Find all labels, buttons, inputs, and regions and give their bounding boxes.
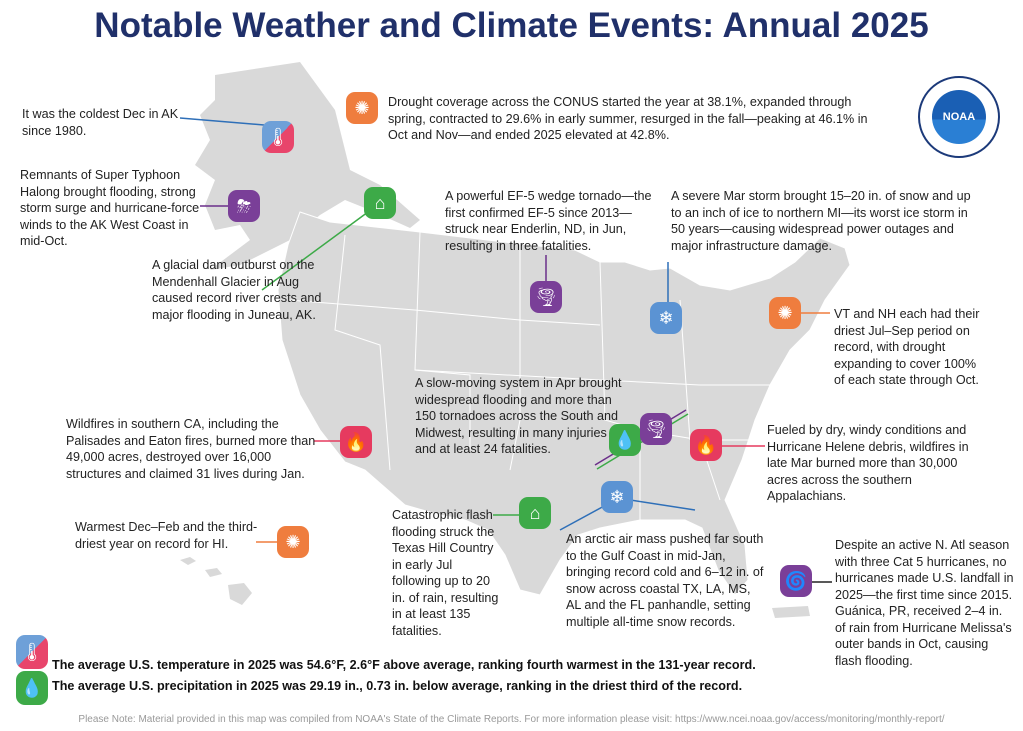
noaa-logo: NOAA [918, 76, 1000, 158]
event-tx-flood: Catastrophic flash flooding struck the T… [392, 508, 499, 638]
event-mi-ice-storm: A severe Mar storm brought 15–20 in. of … [671, 189, 971, 253]
event-ef5-tornado: A powerful EF-5 wedge tornado—the first … [445, 189, 652, 253]
drought-icon: ✺ [769, 297, 801, 329]
event-ak-cold: It was the coldest Dec in AK since 1980. [22, 107, 179, 138]
flood-house-icon: ⌂ [364, 187, 396, 219]
event-appalachia-fires: Fueled by dry, windy conditions and Hurr… [767, 423, 969, 503]
snowflake-icon: ❄ [650, 302, 682, 334]
event-arctic-air: An arctic air mass pushed far south to t… [566, 532, 764, 629]
thermometer-icon: 🌡 [262, 121, 294, 153]
hawaii-shape [180, 557, 252, 605]
source-note: Please Note: Material provided in this m… [78, 714, 945, 725]
storm-icon: ⛈ [228, 190, 260, 222]
thermometer-icon: 🌡 [16, 635, 48, 669]
hurricane-icon: 🌀 [780, 565, 812, 597]
event-hi-drought: Warmest Dec–Feb and the third-driest yea… [75, 520, 258, 551]
snowflake-icon: ❄ [601, 481, 633, 513]
wildfire-icon: 🔥 [690, 429, 722, 461]
puerto-rico-shape [772, 606, 810, 618]
drought-icon: ✺ [277, 526, 309, 558]
conus-shape [277, 211, 851, 596]
precipitation-drop-icon: 💧 [16, 671, 48, 705]
event-apr-severe: A slow-moving system in Apr brought wide… [415, 376, 622, 456]
event-hurricane-season: Despite an active N. Atl season with thr… [835, 538, 1014, 668]
drought-icon: ✺ [346, 92, 378, 124]
page-title: Notable Weather and Climate Events: Annu… [94, 6, 929, 45]
state-lines [287, 231, 770, 520]
wildfire-icon: 🔥 [340, 426, 372, 458]
summary-temperature: The average U.S. temperature in 2025 was… [52, 658, 756, 672]
event-glacial-dam: A glacial dam outburst on the Mendenhall… [152, 258, 322, 322]
flood-house-icon: ⌂ [519, 497, 551, 529]
tornado-icon: 🌪 [530, 281, 562, 313]
event-ca-wildfires: Wildfires in southern CA, including the … [66, 417, 316, 481]
event-typhoon-halong: Remnants of Super Typhoon Halong brought… [20, 168, 200, 248]
event-vt-nh-drought: VT and NH each had their driest Jul–Sep … [834, 307, 980, 387]
flood-drops-icon: 💧 [609, 424, 641, 456]
summary-precipitation: The average U.S. precipitation in 2025 w… [52, 679, 743, 693]
event-drought-conus: Drought coverage across the CONUS starte… [388, 95, 868, 142]
tornado-icon: 🌪 [640, 413, 672, 445]
